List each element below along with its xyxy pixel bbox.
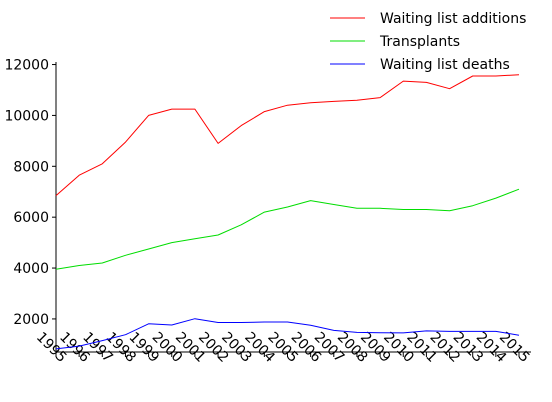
axes: 2000400060008000100001200019951996199719… [4, 58, 532, 366]
legend: Waiting list additions Transplants Waiting… [330, 11, 526, 73]
legend-label: Transplants [379, 34, 460, 50]
series-line-1 [55, 74, 520, 196]
y-tick-label: 2000 [13, 312, 49, 328]
y-tick-label: 12000 [4, 58, 49, 74]
series-line-3 [55, 318, 520, 350]
y-tick-label: 6000 [13, 210, 49, 226]
legend-label: Waiting list deaths [380, 57, 510, 73]
y-tick-label: 8000 [13, 159, 49, 175]
y-tick-label: 4000 [13, 261, 49, 277]
series-lines [55, 74, 520, 350]
legend-label: Waiting list additions [380, 11, 526, 27]
series-line-2 [55, 188, 520, 270]
y-tick-label: 10000 [4, 108, 49, 124]
